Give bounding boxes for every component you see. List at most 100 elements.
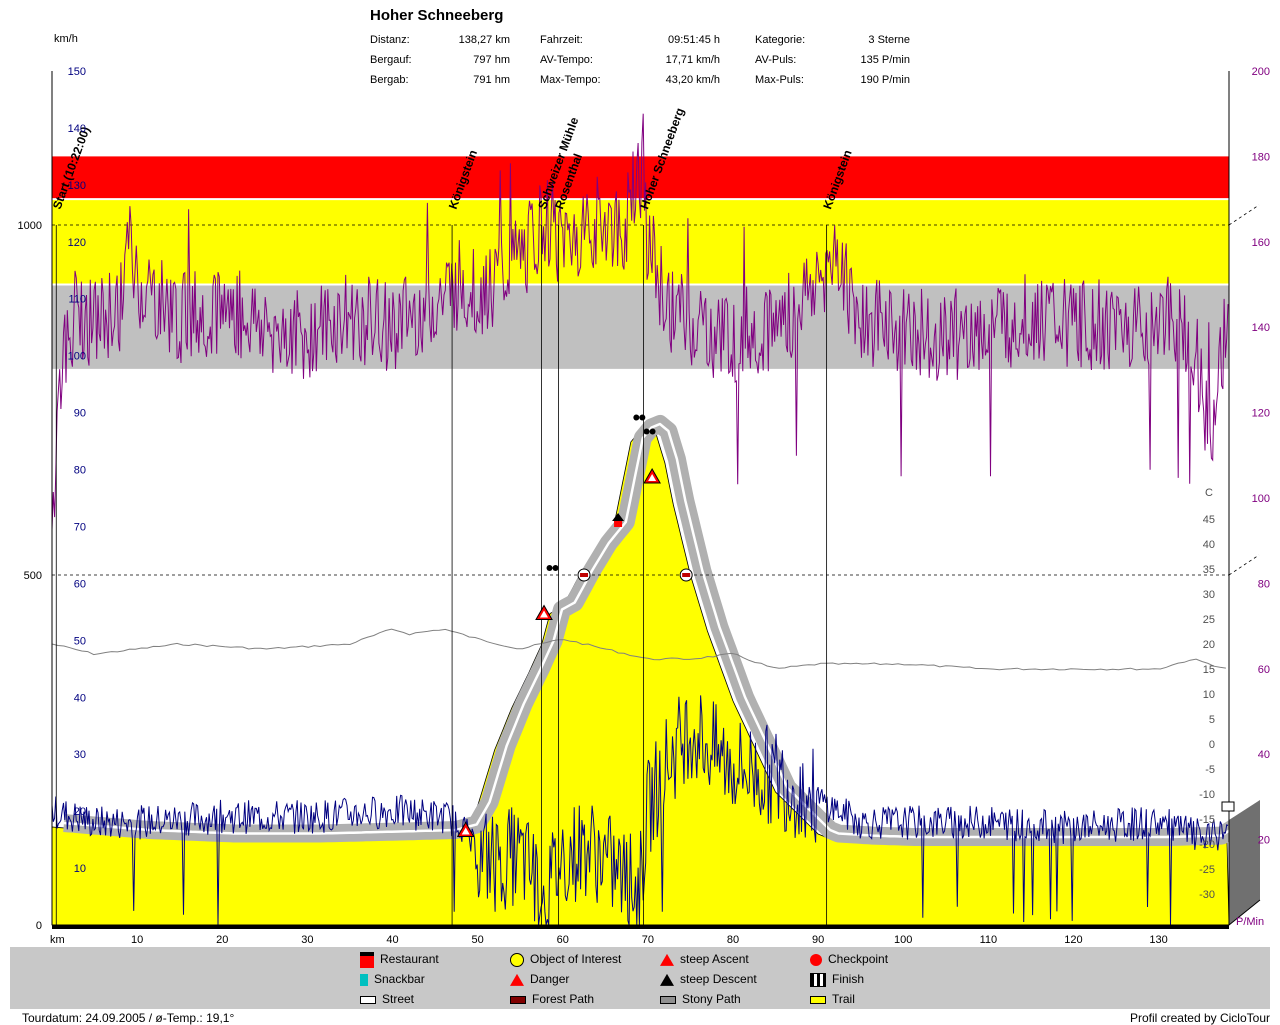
restaurant-icon — [612, 513, 625, 527]
legend-item: Finish — [810, 971, 864, 989]
tour-date: Tourdatum: 24.09.2005 / ø-Temp.: 19,1° — [22, 1011, 235, 1025]
legend-item: Object of Interest — [510, 951, 621, 969]
stat-label: Fahrzeit: — [540, 34, 583, 46]
legend-item: Street — [360, 991, 414, 1009]
temperature-tick-label: 40 — [1203, 539, 1215, 551]
stat-value: 791 hm — [473, 74, 510, 86]
x-axis-unit: km — [50, 934, 65, 945]
x-tick-label: 90 — [812, 934, 824, 945]
temperature-tick-label: 45 — [1203, 514, 1215, 526]
binocular-lens — [649, 428, 656, 435]
legend-label: Street — [382, 992, 415, 1006]
pulse-tick-label: 80 — [1258, 578, 1270, 590]
legend-label: steep Ascent — [680, 952, 749, 966]
checkpoint-icon — [577, 568, 591, 582]
legend-item: steep Descent — [660, 971, 757, 989]
speed-tick-label: 20 — [74, 806, 86, 818]
temperature-tick-label: -30 — [1199, 889, 1215, 901]
elevation-area — [51, 415, 1260, 926]
binocular-lens — [546, 565, 553, 571]
speed-tick-label: 10 — [74, 863, 86, 875]
speed-tick-label: 30 — [74, 749, 86, 761]
finish-flag-icon — [810, 972, 826, 987]
object-of-interest-icon — [633, 414, 646, 421]
street-swatch — [360, 995, 376, 1004]
restaurant-roof — [612, 513, 625, 521]
legend-item: Trail — [810, 991, 855, 1009]
smiley-icon — [510, 952, 524, 967]
credit: Profil created by CicloTour — [1129, 1011, 1270, 1025]
x-tick-label: 70 — [642, 934, 654, 945]
legend-label: Trail — [832, 992, 855, 1006]
stat-value: 3 Sterne — [868, 34, 910, 46]
stony-path-swatch — [660, 995, 676, 1004]
legend-item: Stony Path — [660, 991, 741, 1009]
pulse-tick-label: 100 — [1252, 493, 1270, 505]
stat-label: AV-Tempo: — [540, 54, 593, 66]
checkpoint-bar — [580, 573, 589, 577]
bottom-axis-bar — [52, 925, 1229, 929]
legend-item: steep Ascent — [660, 951, 749, 969]
altitude-gridline-perspective — [1228, 554, 1260, 576]
stat-value: 09:51:45 h — [668, 34, 720, 46]
binocular-lens — [643, 428, 650, 435]
pulse-tick-label: 120 — [1252, 408, 1270, 420]
checkpoint-icon — [679, 568, 693, 582]
stat-label: Max-Puls: — [755, 74, 804, 86]
steep-ascent-icon-inner — [540, 610, 549, 618]
stat-value: 797 hm — [473, 54, 510, 66]
speed-tick-label: 110 — [68, 294, 86, 306]
altitude-gridline-perspective — [1228, 204, 1260, 226]
tour-profile-chart: Start (10:22:00) Königstein Schweizer Mühl… — [18, 7, 1270, 945]
temperature-tick-label: 10 — [1203, 689, 1215, 701]
stat-value: 135 P/min — [860, 54, 910, 66]
legend-item: Restaurant — [360, 951, 439, 969]
binocular-lens — [633, 414, 640, 421]
stat-label: Bergab: — [370, 74, 409, 86]
finish-flag-icon — [1221, 801, 1235, 812]
end-panel — [1229, 800, 1260, 925]
temperature-tick-label: 30 — [1203, 589, 1215, 601]
pulse-tick-label: 140 — [1252, 322, 1270, 334]
pulse-tick-label: 40 — [1258, 749, 1270, 761]
speed-tick-label: 140 — [68, 123, 86, 135]
temperature-tick-label: 20 — [1203, 639, 1215, 651]
speed-tick-label: 40 — [74, 692, 86, 704]
stat-value: 190 P/min — [860, 74, 910, 86]
pulse-tick-label: 20 — [1258, 835, 1270, 847]
x-tick-label: 110 — [980, 934, 998, 945]
danger-icon — [510, 973, 524, 986]
binocular-lens — [639, 414, 646, 421]
restaurant-body — [614, 521, 623, 527]
speed-tick-label: 100 — [68, 351, 86, 363]
legend-label: Forest Path — [532, 992, 595, 1006]
pulse-zones — [52, 156, 1229, 371]
route-icons — [456, 414, 1235, 837]
binocular-lens — [552, 565, 559, 571]
x-tick-label: 40 — [386, 934, 398, 945]
pulse-zone-red — [52, 156, 1229, 200]
steep-ascent-icon — [660, 953, 674, 966]
steep-descent-icon — [660, 973, 674, 986]
header: Hoher Schneeberg Distanz: 138,27 km Fahrzei… — [370, 7, 910, 86]
object-of-interest-icon — [643, 428, 656, 435]
speed-tick-label: 70 — [74, 521, 86, 533]
speed-tick-label: 120 — [68, 237, 86, 249]
speed-tick-label: 90 — [74, 408, 86, 420]
legend-label: Finish — [832, 972, 865, 986]
stat-label: Max-Tempo: — [540, 74, 601, 86]
speed-line — [51, 695, 1229, 926]
elevation-ribbon-centerline — [63, 422, 1240, 839]
stat-value: 43,20 km/h — [666, 74, 720, 86]
legend-item: Danger — [510, 971, 569, 989]
stat-value: 138,27 km — [459, 34, 510, 46]
x-tick-label: 100 — [894, 934, 912, 945]
temperature-tick-label: -5 — [1205, 764, 1215, 776]
x-tick-label: 60 — [557, 934, 569, 945]
legend-label: Object of Interest — [530, 952, 622, 966]
pulse-axis-unit: P/Min — [1236, 916, 1264, 928]
temperature-tick-label: 0 — [1209, 739, 1215, 751]
temperature-tick-label: 5 — [1209, 714, 1215, 726]
steep-ascent-icon — [535, 604, 553, 620]
checkpoint-bar — [682, 573, 691, 577]
